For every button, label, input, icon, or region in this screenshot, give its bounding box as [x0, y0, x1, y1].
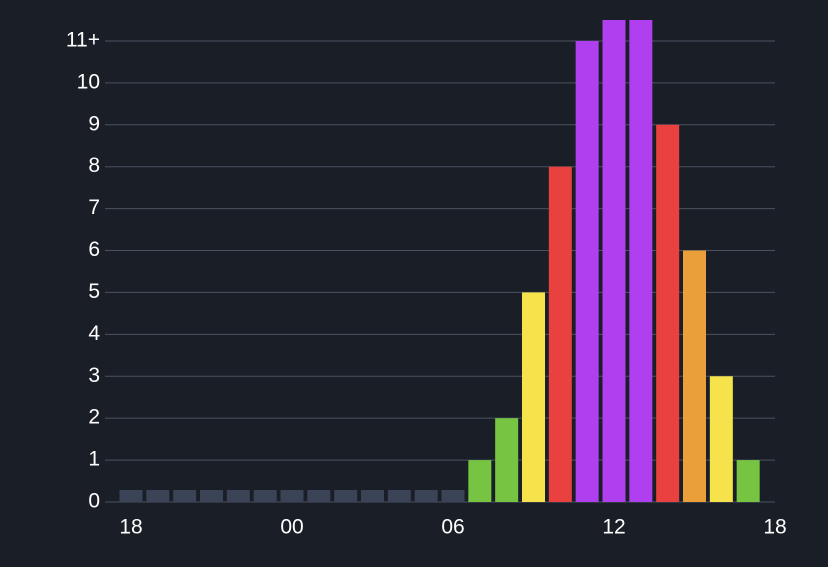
bar	[414, 490, 438, 502]
y-tick-label: 0	[88, 490, 100, 513]
bar	[575, 40, 599, 503]
y-tick-label: 3	[88, 364, 100, 387]
y-tick-label: 1	[88, 448, 100, 471]
bar	[683, 250, 706, 502]
y-tick-label: 2	[88, 406, 100, 429]
bar	[548, 166, 572, 502]
y-tick-label: 6	[88, 238, 100, 261]
x-tick-label: 12	[602, 516, 625, 539]
bar	[602, 20, 626, 502]
bar	[307, 490, 331, 502]
bar	[709, 376, 733, 502]
y-tick-label: 9	[88, 112, 100, 135]
x-tick-label: 00	[280, 516, 303, 539]
bar	[146, 490, 170, 502]
y-tick-label: 7	[88, 196, 100, 219]
x-tick-label: 18	[763, 516, 786, 539]
bar	[387, 490, 411, 502]
bar	[441, 490, 465, 502]
bar	[253, 490, 277, 502]
bar	[495, 418, 519, 502]
bar	[200, 490, 223, 502]
bar	[173, 490, 197, 502]
y-tick-label: 5	[88, 280, 100, 303]
y-tick-label: 10	[77, 70, 100, 93]
bar	[334, 490, 358, 502]
x-tick-label: 18	[119, 516, 142, 539]
y-tick-label: 8	[88, 154, 100, 177]
bar	[361, 490, 384, 502]
bar	[468, 460, 492, 502]
bar	[280, 490, 304, 502]
bar	[629, 20, 653, 502]
bar	[522, 292, 545, 502]
bar	[656, 124, 680, 503]
y-tick-label: 11+	[66, 29, 100, 52]
y-tick-label: 4	[88, 322, 100, 345]
bar	[736, 460, 760, 502]
x-tick-label: 06	[441, 516, 464, 539]
bar	[226, 490, 250, 502]
bar	[119, 490, 143, 502]
